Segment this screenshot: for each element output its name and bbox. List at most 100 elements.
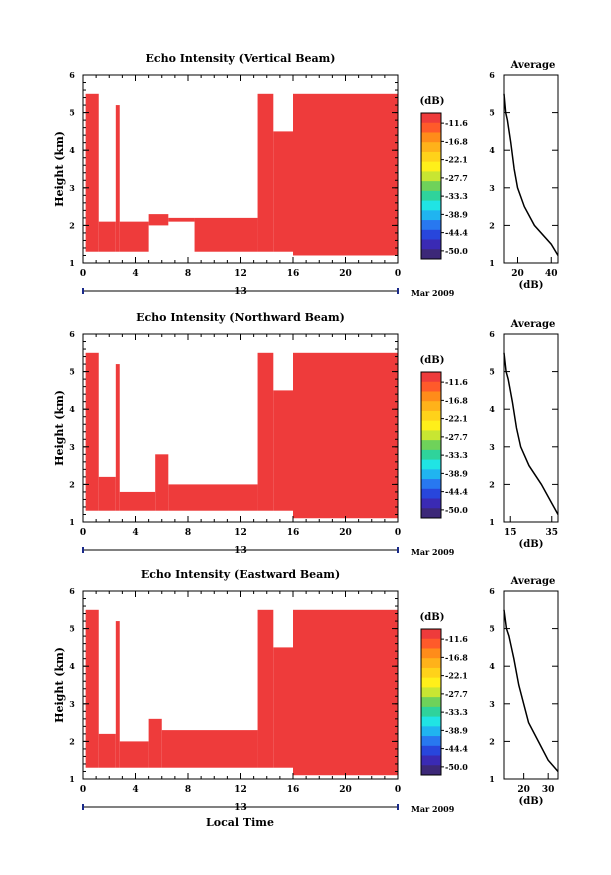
echo-cell [293, 93, 398, 256]
colorbar-label: -22.1 [445, 671, 468, 681]
x-tick-label: 20 [339, 269, 352, 279]
colorbar-swatch [421, 229, 441, 241]
y-tick-label: 1 [69, 258, 75, 268]
colorbar-swatch [421, 716, 441, 727]
average-y-tick-label: 6 [489, 586, 495, 596]
colorbar-swatch [421, 113, 441, 124]
y-tick-label: 3 [69, 442, 75, 452]
x-tick-label: 8 [185, 528, 191, 538]
colorbar-label: -16.8 [445, 136, 468, 146]
colorbar-frame [420, 628, 442, 776]
panel-title: Echo Intensity (Northward Beam) [136, 311, 345, 324]
colorbar-swatch [421, 420, 441, 431]
colorbar-swatch [421, 488, 441, 500]
y-tick-label: 5 [69, 367, 75, 377]
average-y-tick-label: 4 [489, 661, 495, 671]
colorbar-swatch [421, 736, 441, 747]
echo-cell [85, 609, 99, 768]
echo-cell [119, 491, 156, 511]
colorbar-label: -22.1 [445, 155, 468, 165]
average-x-tick-label: 35 [546, 528, 559, 538]
echo-cell [273, 647, 293, 768]
x-tick-label: 0 [395, 785, 401, 795]
echo-cell [85, 93, 99, 252]
y-tick-label: 4 [69, 661, 75, 671]
colorbar-unit: (dB) [420, 612, 445, 623]
x-tick-label: 0 [395, 269, 401, 279]
echo-cell [168, 217, 195, 222]
y-tick-label: 2 [69, 220, 75, 230]
colorbar-unit: (dB) [420, 96, 445, 107]
echo-cell [115, 364, 120, 511]
x-tick-label: 16 [287, 269, 300, 279]
colorbar-label: -50.0 [445, 246, 468, 256]
colorbar-swatch [421, 132, 441, 143]
average-title: Average [510, 60, 556, 71]
average-y-tick-label: 2 [489, 220, 495, 230]
echo-cell [115, 105, 120, 252]
y-tick-label: 6 [69, 329, 75, 339]
average-y-tick-label: 1 [489, 774, 495, 784]
x-tick-label: 0 [395, 528, 401, 538]
y-tick-label: 5 [69, 624, 75, 634]
colorbar-swatch [421, 726, 441, 737]
colorbar-swatch [421, 677, 441, 688]
colorbar-label: -38.9 [445, 209, 468, 219]
date-label: Mar 2009 [411, 804, 455, 814]
echo-cell [148, 214, 169, 226]
echo-cell [98, 733, 116, 768]
x-tick-label: 12 [234, 785, 247, 795]
colorbar-swatch [421, 459, 441, 470]
average-y-tick-label: 2 [489, 736, 495, 746]
day-label: 13 [234, 546, 247, 556]
colorbar-swatch [421, 706, 441, 718]
average-profile-line [503, 93, 559, 256]
colorbar-swatch [421, 151, 441, 163]
y-axis-label: Height (km) [53, 131, 66, 207]
colorbar-swatch [421, 638, 441, 649]
colorbar-label: -44.4 [445, 228, 468, 238]
echo-cell [194, 217, 258, 252]
echo-cell [161, 730, 258, 768]
y-tick-label: 3 [69, 699, 75, 709]
average-x-tick-label: 20 [511, 269, 524, 279]
panel-title: Echo Intensity (Eastward Beam) [141, 568, 340, 581]
echo-cell [119, 221, 149, 252]
colorbar-swatch [421, 220, 441, 231]
average-y-tick-label: 2 [489, 479, 495, 489]
colorbar-frame [420, 371, 442, 519]
colorbar-label: -44.4 [445, 487, 468, 497]
colorbar-label: -33.3 [445, 450, 468, 460]
colorbar-label: -44.4 [445, 744, 468, 754]
y-tick-label: 1 [69, 774, 75, 784]
average-y-tick-label: 4 [489, 404, 495, 414]
colorbar-swatch [421, 498, 441, 509]
colorbar-swatch [421, 171, 441, 182]
echo-cell [119, 741, 149, 768]
colorbar-label: -50.0 [445, 762, 468, 772]
colorbar-label: -16.8 [445, 395, 468, 405]
average-profile-line [503, 352, 559, 515]
colorbar-unit: (dB) [420, 355, 445, 366]
y-axis-label: Height (km) [53, 647, 66, 723]
average-y-tick-label: 3 [489, 183, 495, 193]
colorbar-label: -11.6 [445, 634, 468, 644]
colorbar-swatch [421, 239, 441, 250]
x-tick-label: 16 [287, 528, 300, 538]
echo-cell [85, 352, 99, 511]
colorbar-label: -27.7 [445, 689, 468, 699]
colorbar-swatch [421, 667, 441, 679]
x-tick-label: 4 [132, 528, 138, 538]
echo-cell [257, 93, 274, 252]
average-y-tick-label: 5 [489, 367, 495, 377]
average-title: Average [510, 319, 556, 330]
average-x-tick-label: 15 [504, 528, 517, 538]
colorbar-swatch [421, 372, 441, 383]
y-axis-label: Height (km) [53, 390, 66, 466]
average-unit: (dB) [519, 280, 544, 291]
colorbar-label: -38.9 [445, 468, 468, 478]
colorbar-swatch [421, 765, 441, 776]
average-y-tick-label: 1 [489, 517, 495, 527]
colorbar-swatch [421, 381, 441, 392]
